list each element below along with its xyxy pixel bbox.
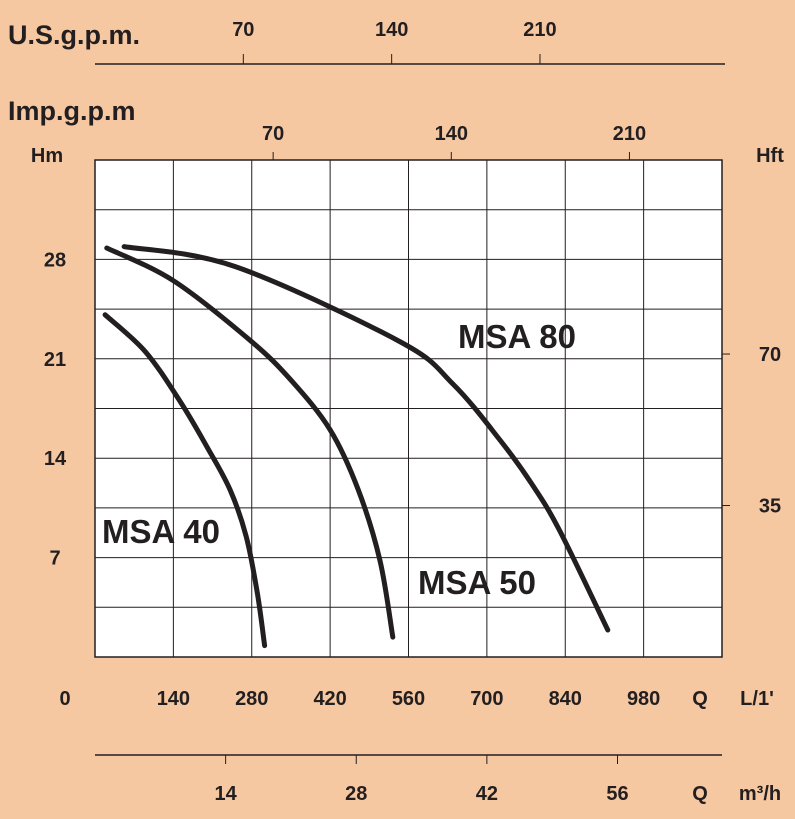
series-label: MSA 40 bbox=[102, 513, 220, 550]
x-tick-label: 980 bbox=[627, 688, 660, 710]
y-tick-label: 7 bbox=[49, 548, 60, 570]
impgpm-tick-label: 210 bbox=[613, 123, 646, 145]
usgpm-tick-label: 140 bbox=[375, 19, 408, 41]
y-axis-label: Hm bbox=[31, 145, 63, 167]
x-tick-label: 280 bbox=[235, 688, 268, 710]
usgpm-tick-label: 70 bbox=[232, 19, 254, 41]
series-line-msa-50 bbox=[104, 245, 396, 640]
x-tick-label: 840 bbox=[549, 688, 582, 710]
x-tick-label: 420 bbox=[313, 688, 346, 710]
x-tick-label: 140 bbox=[157, 688, 190, 710]
x-axis-unit: L/1' bbox=[740, 688, 774, 710]
m3h-tick-label: 56 bbox=[606, 783, 628, 805]
m3h-axis-unit: m³/h bbox=[739, 783, 781, 805]
m3h-tick-label: 14 bbox=[215, 783, 238, 805]
series-label: MSA 50 bbox=[418, 564, 536, 601]
series-label: MSA 80 bbox=[458, 318, 576, 355]
x-tick-label: 560 bbox=[392, 688, 425, 710]
x-tick-label: 0 bbox=[59, 688, 70, 710]
y-tick-label: 21 bbox=[44, 349, 66, 371]
series-line-msa-80 bbox=[121, 244, 611, 633]
m3h-tick-label: 28 bbox=[345, 783, 367, 805]
y-tick-label: 14 bbox=[44, 448, 67, 470]
x-axis-label: Q bbox=[692, 688, 708, 710]
usgpm-label: U.S.g.p.m. bbox=[8, 20, 140, 50]
x-tick-label: 700 bbox=[470, 688, 503, 710]
impgpm-label: Imp.g.p.m bbox=[8, 96, 136, 126]
y-tick-label: 28 bbox=[44, 249, 66, 271]
y2-axis-label: Hft bbox=[756, 145, 784, 167]
impgpm-tick-label: 70 bbox=[262, 123, 284, 145]
y2-tick-label: 35 bbox=[759, 496, 781, 518]
y2-tick-label: 70 bbox=[759, 344, 781, 366]
usgpm-tick-label: 210 bbox=[523, 19, 556, 41]
impgpm-tick-label: 140 bbox=[435, 123, 468, 145]
m3h-axis-label: Q bbox=[692, 783, 708, 805]
m3h-tick-label: 42 bbox=[476, 783, 498, 805]
series-line-msa-40 bbox=[102, 312, 268, 649]
